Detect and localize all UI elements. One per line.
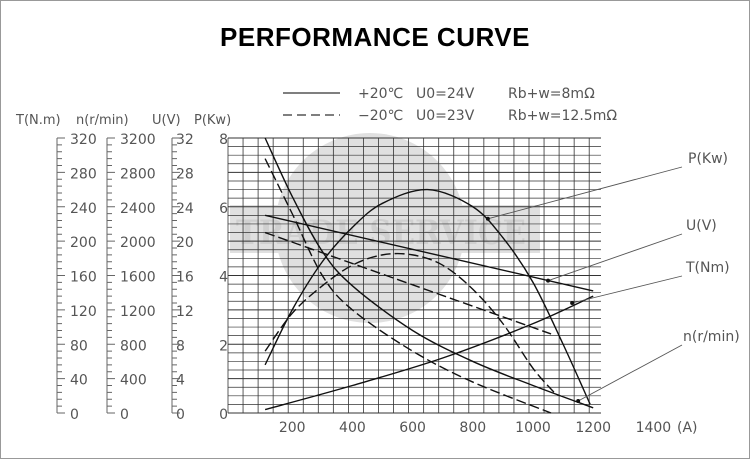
- legend: +20℃ U0=24V Rb+w=8mΩ −20℃ U0=23V Rb+w=12.5mΩ: [283, 86, 617, 124]
- y-tick-label-n: 800: [120, 338, 147, 354]
- y-tick-label-T: 120: [70, 304, 97, 320]
- y-tick-label-n: 1200: [120, 304, 156, 320]
- y-tick-label-n: 400: [120, 373, 147, 389]
- x-tick-label: 1400: [636, 420, 672, 436]
- callout-label: P(Kw): [688, 151, 728, 167]
- y-tick-label-n: 2400: [120, 201, 156, 217]
- legend-temp: +20℃: [358, 86, 403, 102]
- y-tick-label-P: 6: [219, 201, 228, 217]
- y-tick-label-T: 200: [70, 235, 97, 251]
- y-tick-label-U: 20: [176, 235, 194, 251]
- y-tick-label-U: 4: [176, 373, 185, 389]
- callout-label: T(Nm): [685, 260, 730, 276]
- y-tick-label-U: 24: [176, 201, 194, 217]
- callout-arrowhead: [546, 278, 551, 283]
- curve-p-plus20: [264, 188, 591, 405]
- legend-voltage: U0=24V: [416, 86, 475, 102]
- callout-label: n(r/min): [683, 329, 740, 345]
- legend-temp: −20℃: [358, 108, 403, 124]
- y-tick-label-U: 8: [176, 338, 185, 354]
- y-tick-label-T: 0: [70, 407, 79, 423]
- curve-p-minus20: [264, 252, 555, 393]
- grid: 200 400 600 800 1000 1200 1400 (A): [227, 137, 698, 436]
- callout-arrowhead: [570, 301, 575, 305]
- y-tick-label-P: 4: [219, 270, 228, 286]
- y-scales: T(N.m)32028024020016012080400n(r/min)320…: [15, 113, 231, 423]
- curve-t-plus20: [264, 295, 594, 411]
- curve-u-minus20: [264, 231, 552, 335]
- curve-u-plus20: [264, 214, 594, 292]
- x-tick-label: 600: [399, 420, 426, 436]
- y-tick-label-U: 32: [176, 132, 194, 148]
- callout-arrowhead: [485, 216, 490, 221]
- x-tick-label: 1200: [575, 420, 611, 436]
- curves: [264, 137, 594, 414]
- y-tick-label-T: 320: [70, 132, 97, 148]
- y-tick-label-U: 28: [176, 166, 194, 182]
- y-tick-label-T: 160: [70, 270, 97, 286]
- y-tick-label-P: 8: [219, 132, 228, 148]
- axis-label-U: U(V): [152, 113, 181, 128]
- callout-label: U(V): [686, 218, 717, 234]
- x-axis-label: (A): [677, 420, 698, 436]
- y-tick-label-n: 3200: [120, 132, 156, 148]
- y-tick-label-U: 0: [176, 407, 185, 423]
- y-tick-label-n: 2800: [120, 166, 156, 182]
- y-tick-label-T: 240: [70, 201, 97, 217]
- legend-resistance: Rb+w=12.5mΩ: [508, 108, 617, 124]
- y-tick-label-T: 80: [70, 338, 88, 354]
- y-tick-label-n: 2000: [120, 235, 156, 251]
- legend-voltage: U0=23V: [416, 108, 475, 124]
- chart-title: PERFORMANCE CURVE: [220, 22, 530, 52]
- legend-resistance: Rb+w=8mΩ: [508, 86, 595, 102]
- curve-n-plus20: [264, 137, 594, 409]
- callout-leader-line: [572, 275, 683, 304]
- callout-leader-line: [577, 344, 683, 402]
- x-tick-label: 400: [339, 420, 366, 436]
- y-tick-label-T: 280: [70, 166, 97, 182]
- x-tick-label: 800: [459, 420, 486, 436]
- axis-label-P: P(Kw): [194, 113, 231, 128]
- axis-label-T: T(N.m): [15, 113, 61, 128]
- x-tick-label: 200: [279, 420, 306, 436]
- callout-leader-line: [487, 166, 683, 220]
- y-tick-label-n: 1600: [120, 270, 156, 286]
- curve-n-minus20: [264, 158, 552, 414]
- axis-label-n: n(r/min): [76, 113, 129, 128]
- y-tick-label-T: 40: [70, 373, 88, 389]
- callouts: P(Kw) U(V) T(Nm) n(r/min): [485, 151, 740, 403]
- y-tick-label-n: 0: [120, 407, 129, 423]
- callout-leader-line: [547, 233, 683, 282]
- y-tick-label-P: 2: [219, 338, 228, 354]
- y-tick-label-P: 0: [219, 407, 228, 423]
- watermark-band: [230, 205, 540, 253]
- y-tick-label-U: 16: [176, 270, 194, 286]
- y-tick-label-U: 12: [176, 304, 194, 320]
- x-tick-label: 1000: [515, 420, 551, 436]
- callout-arrowhead: [576, 398, 581, 403]
